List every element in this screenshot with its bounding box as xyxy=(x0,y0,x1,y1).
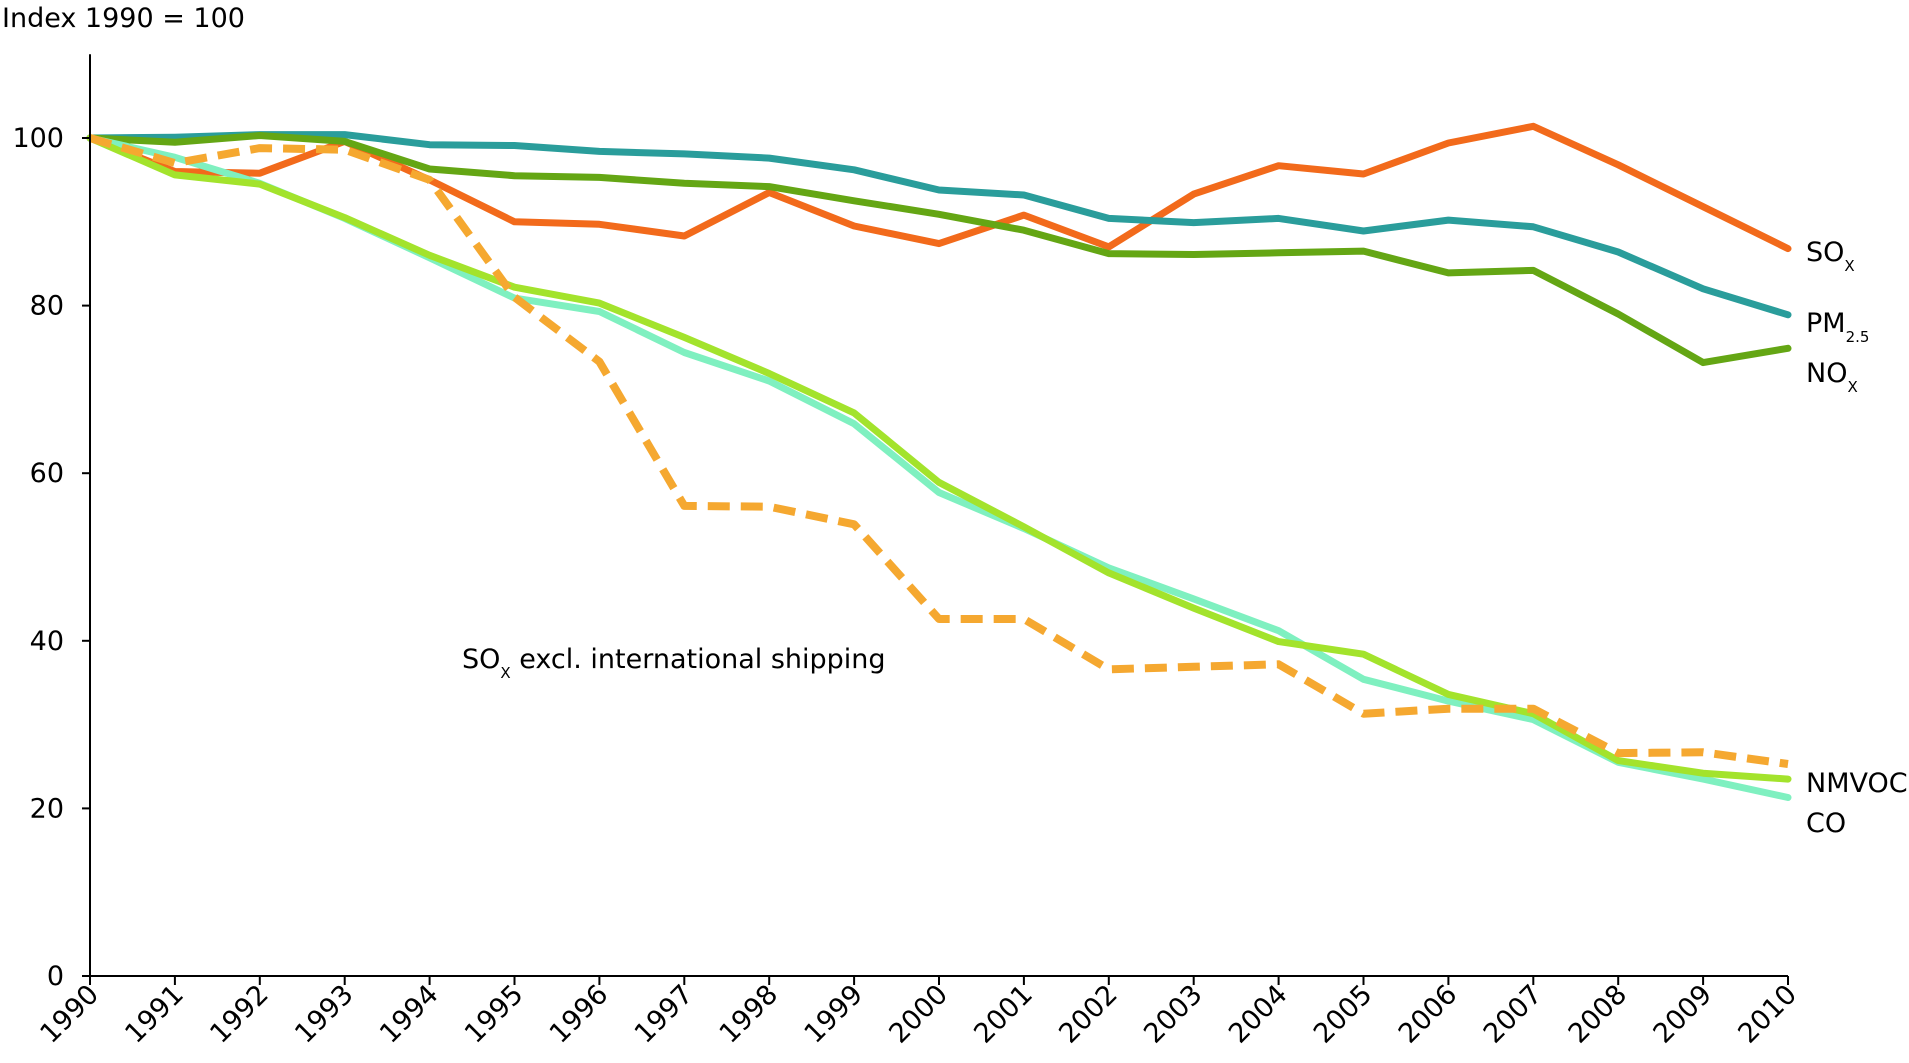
series-line-sox-excl-international-shipping xyxy=(88,134,1789,768)
x-tick-label: 2008 xyxy=(1563,979,1634,1050)
series-layer xyxy=(86,122,1792,801)
series-label-sox: SOX xyxy=(1806,237,1855,275)
x-tick-label: 2009 xyxy=(1648,979,1719,1050)
x-tick-label: 1999 xyxy=(799,979,870,1050)
x-tick-label: 1991 xyxy=(119,979,190,1050)
x-tick-label: 1994 xyxy=(374,979,445,1050)
y-tick-label: 100 xyxy=(12,123,64,154)
x-tick-label: 2002 xyxy=(1053,979,1124,1050)
series-line-co xyxy=(86,134,1792,801)
x-tick-label: 2000 xyxy=(883,979,954,1050)
series-label-nox: NOX xyxy=(1806,358,1858,396)
x-tick-label: 1993 xyxy=(289,979,360,1050)
y-axis-title: Index 1990 = 100 xyxy=(2,3,245,34)
series-label-pm2-5: PM2.5 xyxy=(1806,308,1869,346)
y-tick-label: 80 xyxy=(30,291,64,322)
x-tick-label: 1998 xyxy=(714,979,785,1050)
x-tick-label: 1992 xyxy=(204,979,275,1050)
series-label-sox-excl-international-shipping: SOX excl. international shipping xyxy=(462,644,886,682)
y-tick-label: 20 xyxy=(30,793,64,824)
series-line-nmvoc xyxy=(86,134,1792,783)
series-label-nmvoc: NMVOC xyxy=(1806,768,1908,799)
x-tick-label: 1996 xyxy=(544,979,615,1050)
x-tick-label: 2001 xyxy=(968,979,1039,1050)
x-tick-label: 1995 xyxy=(459,979,530,1050)
series-line-nox xyxy=(86,132,1792,367)
x-tick-label: 2007 xyxy=(1478,979,1549,1050)
x-tick-label: 2005 xyxy=(1308,979,1379,1050)
y-tick-label: 0 xyxy=(47,961,64,992)
series-labels: SOX PM2.5 NOX CO NMVOC SOX excl. internationa… xyxy=(462,237,1908,839)
x-tick-label: 2010 xyxy=(1732,979,1803,1050)
x-tick-label: 1990 xyxy=(34,979,105,1050)
x-tick-label: 1997 xyxy=(629,979,700,1050)
axes: 0 20 40 60 80 100 1990 1991 1992 1993 1994 1995 1996… xyxy=(12,54,1803,1050)
x-tick-label: 2003 xyxy=(1138,979,1209,1050)
series-label-co: CO xyxy=(1806,808,1846,839)
series-line-pm2-5 xyxy=(86,131,1792,319)
x-tick-label: 2006 xyxy=(1393,979,1464,1050)
y-tick-label: 60 xyxy=(30,458,64,489)
x-tick-label: 2004 xyxy=(1223,979,1294,1050)
y-tick-label: 40 xyxy=(30,626,64,657)
